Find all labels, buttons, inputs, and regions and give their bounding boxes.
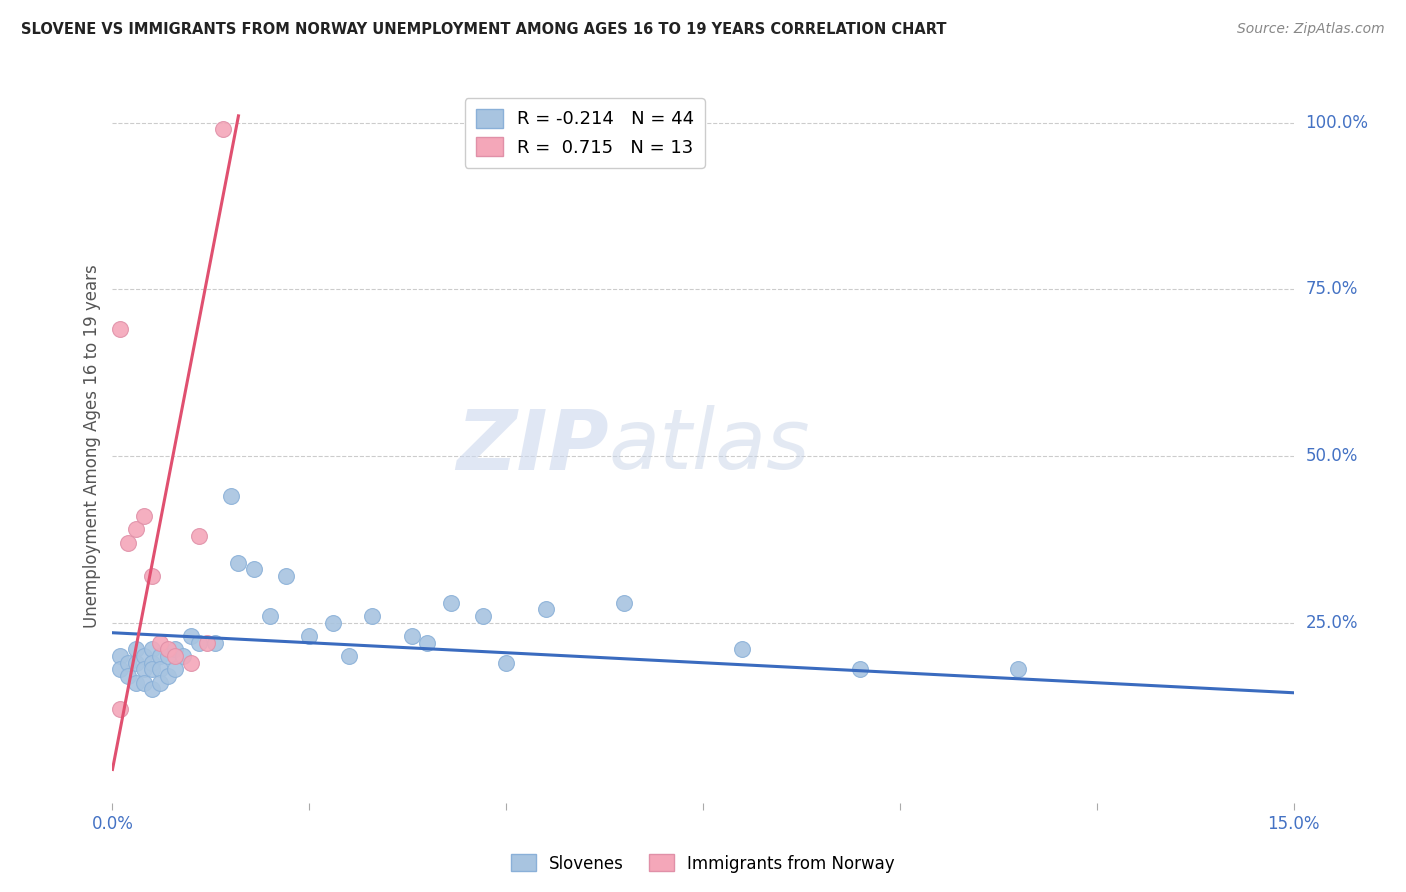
Point [110,702,132,716]
Point [180,629,202,643]
Text: 25.0%: 25.0% [1305,614,1358,632]
Point [141,656,163,670]
Point [110,662,132,676]
Point [188,529,211,543]
Y-axis label: Unemployment Among Ages 16 to 19 years: Unemployment Among Ages 16 to 19 years [83,264,101,628]
Point [117,656,139,670]
Point [132,509,155,524]
Text: 50.0%: 50.0% [1305,447,1358,465]
Point [125,656,148,670]
Point [125,522,148,536]
Point [125,642,148,657]
Point [165,649,187,664]
Text: 100.0%: 100.0% [1305,113,1368,131]
Point [204,636,226,650]
Text: 75.0%: 75.0% [1305,280,1358,298]
Point [298,629,321,643]
Text: ZIP: ZIP [456,406,609,486]
Text: Source: ZipAtlas.com: Source: ZipAtlas.com [1237,22,1385,37]
Legend: Slovenes, Immigrants from Norway: Slovenes, Immigrants from Norway [505,847,901,880]
Point [165,662,187,676]
Point [180,656,202,670]
Point [613,596,636,610]
Point [228,556,250,570]
Point [849,662,872,676]
Point [149,636,172,650]
Point [110,649,132,664]
Point [117,535,139,549]
Point [259,609,281,624]
Point [156,669,179,683]
Point [132,675,155,690]
Point [141,682,163,697]
Point [110,322,132,336]
Point [117,669,139,683]
Point [149,675,172,690]
Point [195,636,218,650]
Point [361,609,384,624]
Point [125,675,148,690]
Point [141,642,163,657]
Text: SLOVENE VS IMMIGRANTS FROM NORWAY UNEMPLOYMENT AMONG AGES 16 TO 19 YEARS CORRELA: SLOVENE VS IMMIGRANTS FROM NORWAY UNEMPL… [21,22,946,37]
Text: atlas: atlas [609,406,810,486]
Legend: R = -0.214   N = 44, R =  0.715   N = 13: R = -0.214 N = 44, R = 0.715 N = 13 [465,98,704,168]
Point [141,662,163,676]
Point [132,649,155,664]
Point [731,642,754,657]
Point [440,596,463,610]
Point [322,615,344,630]
Point [471,609,494,624]
Point [141,569,163,583]
Point [219,489,242,503]
Point [188,636,211,650]
Point [132,662,155,676]
Point [149,649,172,664]
Point [211,122,233,136]
Point [337,649,360,664]
Point [274,569,297,583]
Point [149,662,172,676]
Point [495,656,517,670]
Point [165,642,187,657]
Point [401,629,423,643]
Point [156,642,179,657]
Point [1007,662,1029,676]
Point [416,636,439,650]
Point [243,562,266,576]
Point [172,649,194,664]
Point [156,649,179,664]
Point [534,602,557,616]
